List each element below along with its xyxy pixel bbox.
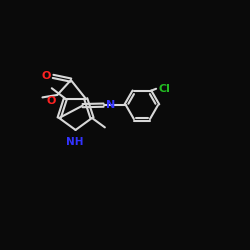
Text: NH: NH xyxy=(66,137,83,147)
Text: N: N xyxy=(106,100,115,110)
Text: O: O xyxy=(41,71,50,81)
Text: O: O xyxy=(47,96,56,106)
Text: Cl: Cl xyxy=(158,84,170,94)
